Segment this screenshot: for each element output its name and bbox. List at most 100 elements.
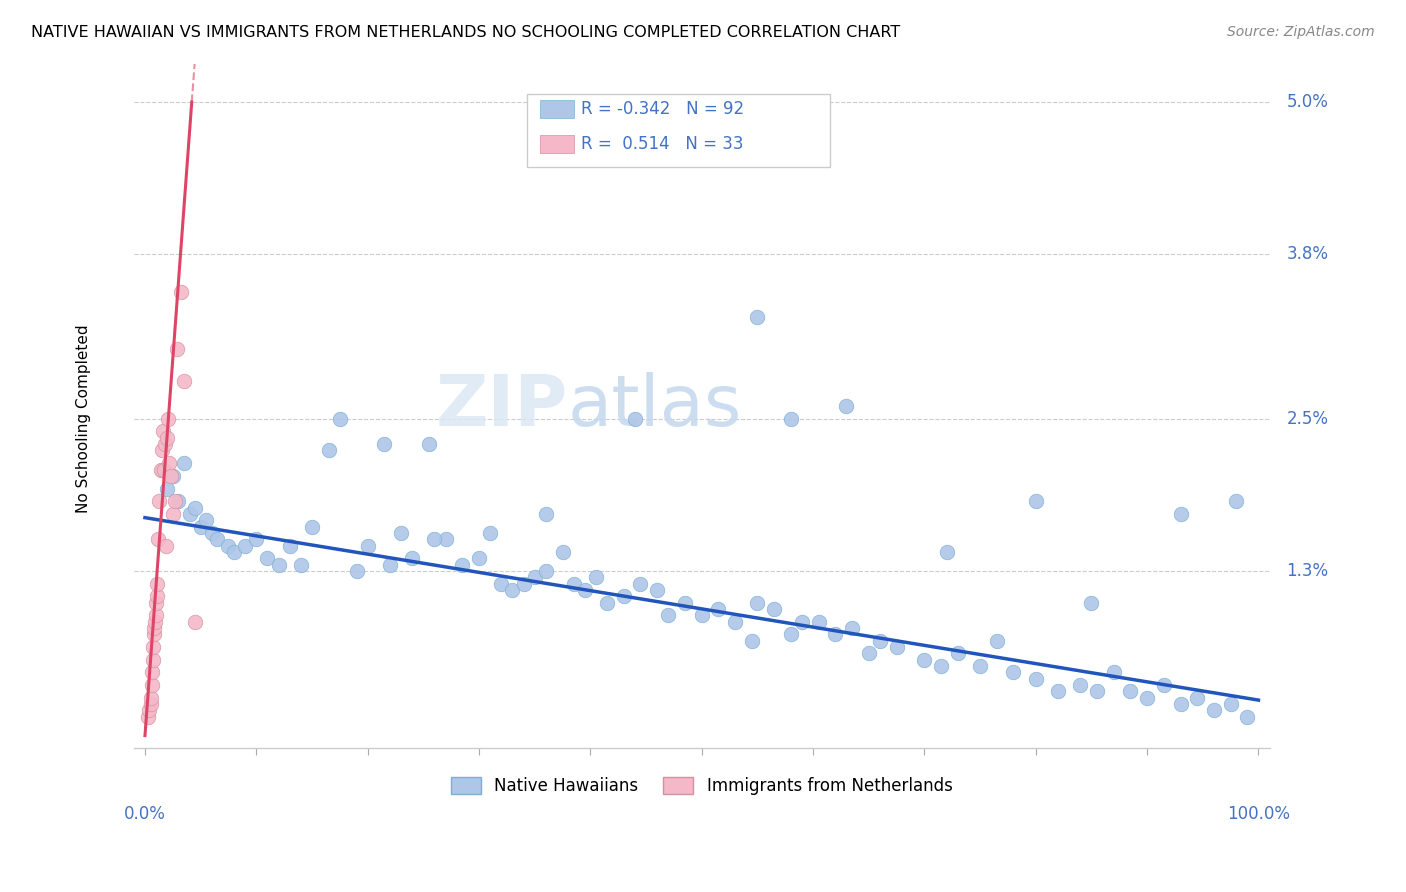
Point xyxy=(142,640,165,654)
Point xyxy=(1025,672,1047,686)
Point xyxy=(1085,684,1108,698)
Point xyxy=(290,558,312,572)
Point xyxy=(143,621,166,635)
Point xyxy=(534,507,557,521)
Point xyxy=(763,602,786,616)
Point xyxy=(162,468,184,483)
Point xyxy=(156,482,179,496)
Point xyxy=(741,633,763,648)
Point xyxy=(969,659,991,673)
Point xyxy=(624,412,647,426)
Point xyxy=(159,456,181,470)
Point xyxy=(145,608,167,623)
Point xyxy=(1102,665,1125,680)
Point xyxy=(929,659,952,673)
Point xyxy=(143,615,166,629)
Point xyxy=(534,564,557,578)
Point xyxy=(389,525,412,540)
Point xyxy=(245,532,267,546)
Point xyxy=(858,646,880,660)
Point xyxy=(585,570,607,584)
Point xyxy=(1119,684,1142,698)
Point xyxy=(145,589,167,603)
Point xyxy=(724,615,747,629)
Point xyxy=(479,525,502,540)
Point xyxy=(256,551,278,566)
Point xyxy=(159,468,181,483)
Point xyxy=(562,576,585,591)
Point xyxy=(373,437,395,451)
Point xyxy=(1236,709,1258,723)
Point xyxy=(153,437,176,451)
Point xyxy=(551,545,574,559)
Point xyxy=(1136,690,1159,705)
Point xyxy=(329,412,352,426)
Point xyxy=(184,615,207,629)
Text: 100.0%: 100.0% xyxy=(1227,805,1289,823)
Point xyxy=(156,431,179,445)
Point xyxy=(596,595,619,609)
Text: 1.3%: 1.3% xyxy=(1286,562,1329,580)
Legend: Native Hawaiians, Immigrants from Netherlands: Native Hawaiians, Immigrants from Nether… xyxy=(444,770,959,802)
Point xyxy=(869,633,891,648)
Point xyxy=(841,621,863,635)
Point xyxy=(1080,595,1102,609)
Point xyxy=(195,513,218,527)
Point xyxy=(779,627,801,641)
Point xyxy=(1202,703,1225,717)
Point xyxy=(630,576,652,591)
Text: ZIP: ZIP xyxy=(436,372,568,441)
Point xyxy=(142,627,165,641)
Text: 5.0%: 5.0% xyxy=(1286,93,1329,112)
Point xyxy=(707,602,730,616)
Point xyxy=(451,558,474,572)
Point xyxy=(153,462,176,476)
Text: Source: ZipAtlas.com: Source: ZipAtlas.com xyxy=(1227,25,1375,39)
Point xyxy=(233,539,256,553)
Point xyxy=(318,443,340,458)
Point xyxy=(357,539,380,553)
Point xyxy=(1002,665,1025,680)
Point xyxy=(141,665,163,680)
Point xyxy=(434,532,457,546)
Point xyxy=(824,627,846,641)
Point xyxy=(167,494,190,508)
Point xyxy=(613,589,636,603)
Point xyxy=(423,532,446,546)
Point xyxy=(141,678,163,692)
Point xyxy=(690,608,713,623)
Text: R =  0.514   N = 33: R = 0.514 N = 33 xyxy=(581,135,744,153)
Point xyxy=(401,551,423,566)
Point xyxy=(138,703,160,717)
Point xyxy=(146,576,169,591)
Point xyxy=(218,539,240,553)
Point xyxy=(148,532,170,546)
Point xyxy=(201,525,224,540)
Point xyxy=(190,519,212,533)
Point xyxy=(149,462,172,476)
Text: NATIVE HAWAIIAN VS IMMIGRANTS FROM NETHERLANDS NO SCHOOLING COMPLETED CORRELATIO: NATIVE HAWAIIAN VS IMMIGRANTS FROM NETHE… xyxy=(31,25,900,40)
Point xyxy=(1047,684,1070,698)
Point xyxy=(807,615,830,629)
Point xyxy=(1025,494,1047,508)
Point xyxy=(747,310,769,325)
Point xyxy=(790,615,813,629)
Point xyxy=(150,462,173,476)
Point xyxy=(468,551,491,566)
Point xyxy=(418,437,440,451)
Point xyxy=(673,595,696,609)
Point xyxy=(169,285,191,299)
Point xyxy=(512,576,534,591)
Point xyxy=(523,570,546,584)
Point xyxy=(1153,678,1175,692)
Point xyxy=(162,507,184,521)
Point xyxy=(278,539,301,553)
Point xyxy=(1170,507,1192,521)
Point xyxy=(142,652,165,666)
Point xyxy=(657,608,679,623)
Point xyxy=(986,633,1008,648)
Point xyxy=(1185,690,1208,705)
Point xyxy=(173,456,195,470)
Point xyxy=(207,532,229,546)
Point xyxy=(912,652,935,666)
